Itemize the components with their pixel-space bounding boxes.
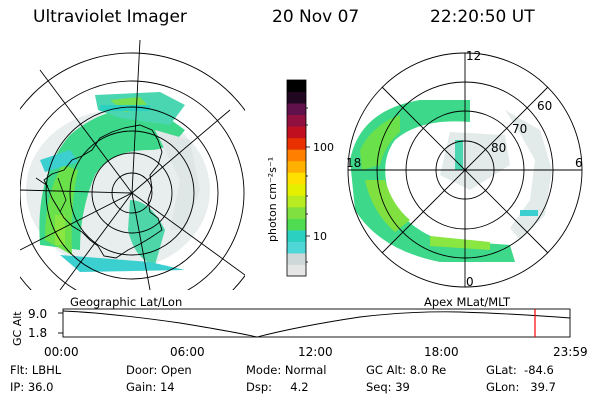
colorbar-ticks — [306, 107, 310, 263]
timeline-xtick-1200: 12:00 — [298, 345, 333, 359]
info-gc-alt: GC Alt: 8.0 Re — [366, 363, 447, 377]
instrument-title: Ultraviolet Imager — [33, 7, 187, 27]
apex-map — [347, 52, 583, 288]
timeline-xtick-2359: 23:59 — [553, 345, 588, 359]
colorbar-segment — [287, 114, 306, 127]
colorbar-segment — [287, 206, 306, 219]
info-dsp: Dsp: 4.2 — [246, 380, 309, 394]
colorbar-frame — [286, 79, 307, 277]
colorbar-segment — [287, 264, 306, 277]
antarctica-coastline — [43, 124, 163, 259]
colorbar-segment — [287, 218, 306, 231]
timeline-ytick-9: 9.0 — [28, 307, 47, 321]
geographic-map — [20, 40, 245, 290]
colorbar-segment — [287, 252, 306, 265]
info-filter: Flt: LBHL — [10, 363, 62, 377]
colorbar-tick-10: 10 — [313, 230, 327, 243]
colorbar-segment — [287, 241, 306, 254]
timeline-ytick-1: 1.8 — [28, 326, 47, 340]
colorbar-unit-label: photon cm⁻²s⁻¹ — [266, 157, 279, 242]
timeline-ylabel: GC Alt — [11, 311, 24, 346]
timeline-ticks — [58, 312, 63, 334]
mlat-label-80: 80 — [491, 141, 506, 155]
info-seq: Seq: 39 — [366, 380, 410, 394]
mlat-label-70: 70 — [512, 122, 527, 136]
colorbar-tick-100: 100 — [313, 141, 334, 154]
mlt-label-6: 6 — [575, 156, 583, 170]
right-panel-caption: Apex MLat/MLT — [424, 295, 511, 309]
colorbar-segment — [287, 126, 306, 139]
timeline-xtick-0000: 00:00 — [44, 345, 79, 359]
info-glon: GLon: 39.7 — [486, 380, 556, 394]
colorbar-segment — [287, 229, 306, 242]
info-door: Door: Open — [126, 363, 192, 377]
colorbar — [287, 80, 306, 277]
colorbar-segment — [287, 80, 306, 93]
timeline-frame — [62, 308, 571, 338]
info-gain: Gain: 14 — [126, 380, 175, 394]
apex-grid — [347, 52, 583, 288]
timeline-xtick-0600: 06:00 — [170, 345, 205, 359]
colorbar-segment — [287, 103, 306, 116]
geographic-grid — [20, 40, 245, 290]
date-text: 20 Nov 07 — [272, 7, 360, 27]
colorbar-segment — [287, 172, 306, 185]
orbit-altitude-curve — [62, 310, 571, 338]
info-glat: GLat: -84.6 — [486, 363, 554, 377]
colorbar-segment — [287, 195, 306, 208]
mlt-label-18: 18 — [346, 156, 361, 170]
left-aurora-image — [26, 92, 210, 272]
colorbar-segment — [287, 149, 306, 162]
info-ip: IP: 36.0 — [10, 380, 54, 394]
left-panel-caption: Geographic Lat/Lon — [70, 295, 182, 309]
timeline-xtick-1800: 18:00 — [424, 345, 459, 359]
mlat-label-60: 60 — [537, 99, 552, 113]
colorbar-segment — [287, 91, 306, 104]
colorbar-segment — [287, 183, 306, 196]
mlt-label-12: 12 — [466, 49, 481, 63]
colorbar-segment — [287, 137, 306, 150]
time-text: 22:20:50 UT — [430, 7, 535, 27]
info-mode: Mode: Normal — [246, 363, 327, 377]
colorbar-segment — [287, 160, 306, 173]
mlt-label-0: 0 — [466, 275, 474, 289]
